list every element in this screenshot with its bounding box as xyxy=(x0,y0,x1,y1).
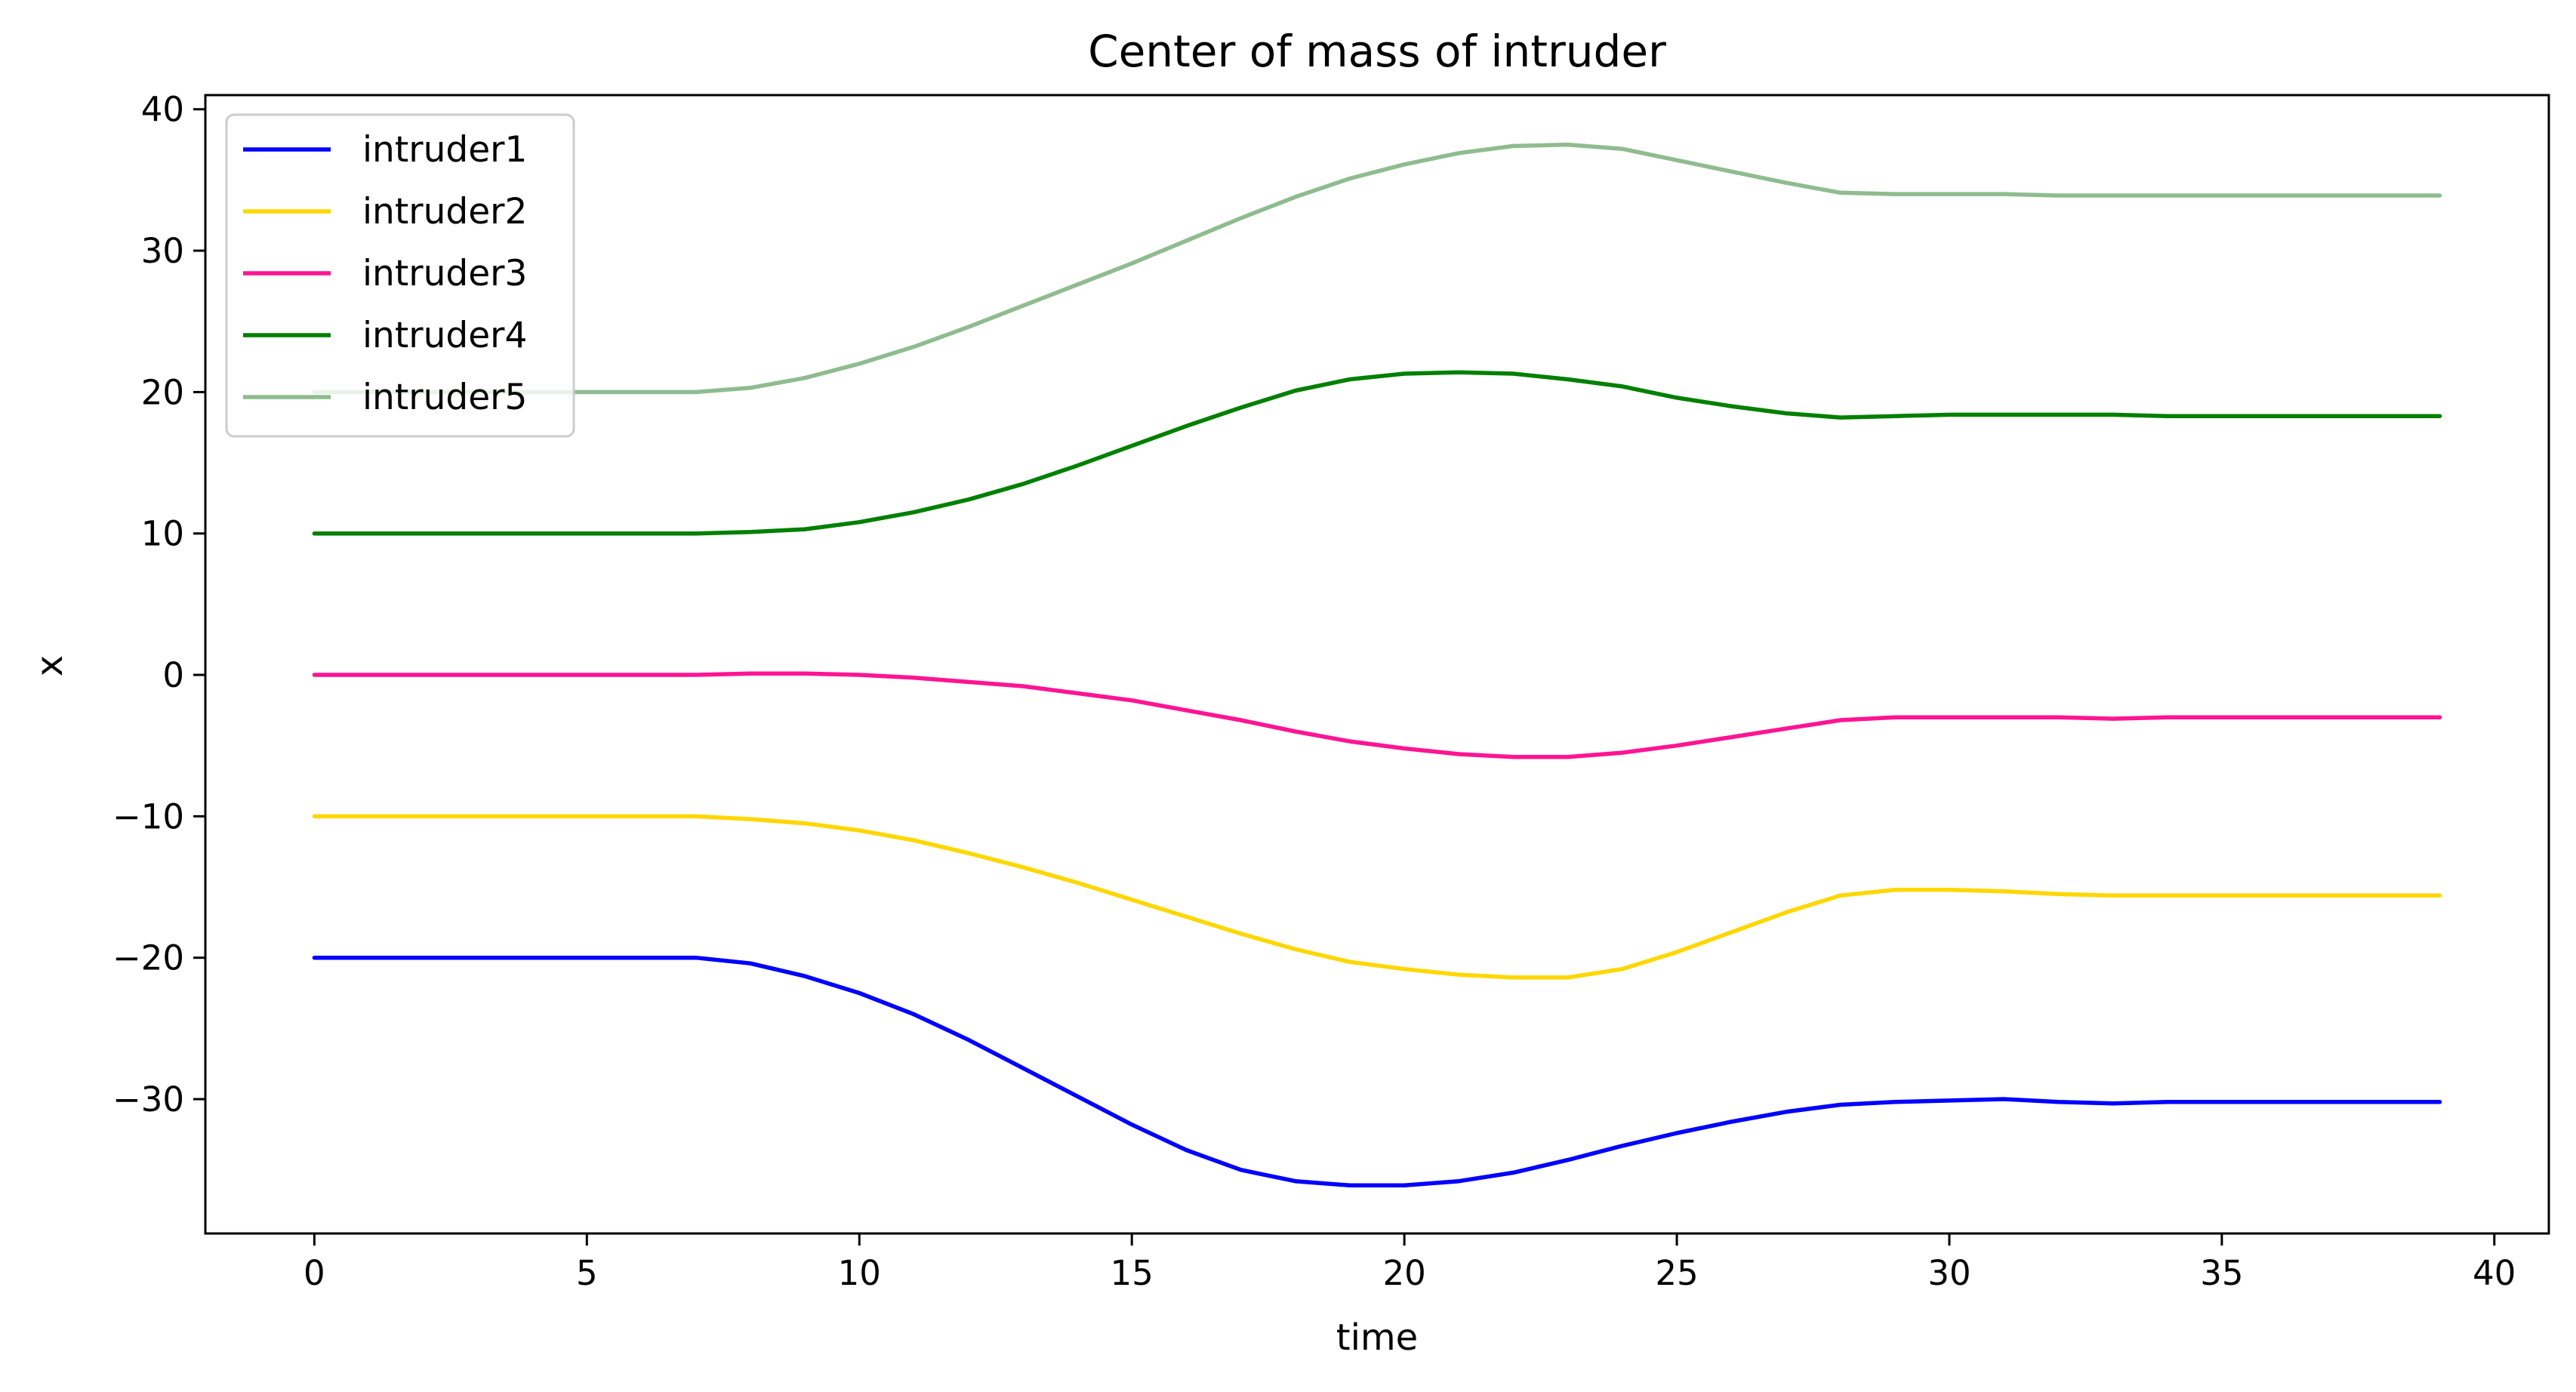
legend-label-5: intruder5 xyxy=(362,377,527,418)
series-line-2 xyxy=(312,814,2442,980)
legend-label-2: intruder2 xyxy=(362,191,527,233)
legend-label-3: intruder3 xyxy=(362,253,527,294)
series-line-1 xyxy=(312,955,2442,1188)
series-line-5 xyxy=(312,142,2442,395)
y-tick-label: −10 xyxy=(112,796,184,836)
legend-label-1: intruder1 xyxy=(362,129,527,171)
y-tick-label: 40 xyxy=(141,90,184,130)
legend-label-4: intruder4 xyxy=(362,315,527,356)
y-axis-label: x xyxy=(29,655,71,676)
x-tick-label: 5 xyxy=(576,1253,598,1293)
axes-frame xyxy=(204,94,2550,1235)
series-line-3 xyxy=(312,671,2442,759)
x-tick-label: 35 xyxy=(2200,1253,2243,1293)
y-tick-label: 30 xyxy=(141,231,184,271)
x-axis-label: time xyxy=(1336,1317,1418,1359)
y-tick-label: 0 xyxy=(162,655,184,695)
y-tick-label: 20 xyxy=(141,372,184,412)
series-line-4 xyxy=(312,370,2442,536)
y-tick-label: −20 xyxy=(112,938,184,978)
y-axis: −30 −20 −10 0 10 20 30 40 xyxy=(112,90,205,1119)
x-tick-label: 0 xyxy=(304,1253,325,1293)
x-tick-label: 20 xyxy=(1382,1253,1425,1293)
x-tick-label: 15 xyxy=(1111,1253,1154,1293)
x-tick-label: 25 xyxy=(1655,1253,1698,1293)
legend-box xyxy=(225,113,575,438)
legend: intruder1 intruder2 intruder3 intruder4 intr… xyxy=(225,113,575,438)
x-tick-label: 30 xyxy=(1927,1253,1971,1293)
y-tick-label: 10 xyxy=(141,514,184,554)
x-tick-label: 40 xyxy=(2473,1253,2516,1293)
series-lines xyxy=(312,142,2442,1188)
x-tick-label: 10 xyxy=(838,1253,881,1293)
x-axis: 0 5 10 15 20 25 30 35 40 xyxy=(304,1233,2516,1293)
plot-area xyxy=(204,94,2550,1235)
chart-title: Center of mass of intruder xyxy=(1088,26,1666,77)
y-tick-label: −30 xyxy=(112,1079,184,1119)
